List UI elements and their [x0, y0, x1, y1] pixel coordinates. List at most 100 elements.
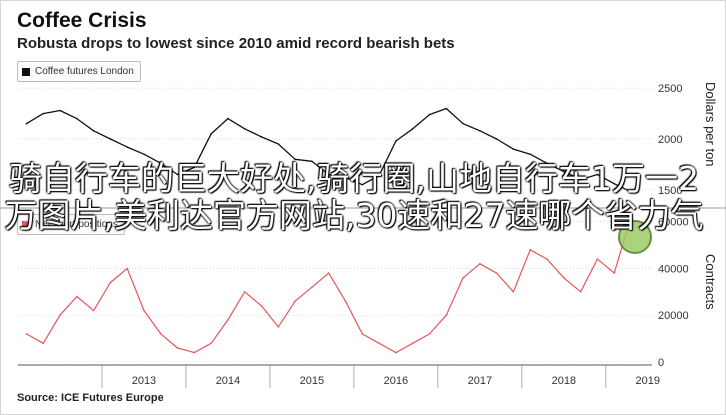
- y-axis-label-top: Dollars per ton: [703, 82, 718, 167]
- data-point-positions-17: [311, 286, 313, 289]
- data-point-price-11: [210, 133, 212, 135]
- source-text: Source: ICE Futures Europe: [17, 392, 164, 404]
- legend-price: Coffee futures London: [17, 61, 141, 82]
- data-point-price-22: [395, 140, 397, 142]
- data-point-positions-19: [344, 300, 347, 303]
- data-point-price-26: [462, 122, 464, 125]
- x-tick-label-3: 2016: [384, 375, 408, 387]
- data-point-price-27: [479, 130, 481, 132]
- legend-price-label: Coffee futures London: [35, 66, 134, 77]
- data-point-price-31: [546, 162, 548, 165]
- y-tick-label-price-1: 2000: [658, 134, 682, 146]
- data-point-positions-33: [579, 291, 582, 293]
- legend-positions: Net short positions: [17, 214, 125, 235]
- data-point-price-16: [294, 158, 296, 161]
- x-tick-label-6: 2019: [636, 375, 660, 387]
- x-tick-label-2: 2015: [300, 375, 324, 387]
- data-point-price-6: [126, 146, 128, 148]
- data-point-positions-2: [59, 314, 61, 317]
- y-tick-label-positions-1: 20000: [658, 310, 689, 322]
- data-point-price-13: [243, 128, 246, 130]
- data-point-price-36: [630, 191, 632, 193]
- data-point-positions-35: [613, 272, 615, 274]
- data-point-positions-9: [176, 347, 179, 349]
- data-point-positions-23: [411, 342, 414, 345]
- data-point-positions-34: [596, 258, 599, 260]
- data-point-positions-10: [193, 351, 196, 354]
- data-point-positions-21: [378, 342, 380, 345]
- data-point-price-32: [563, 170, 565, 173]
- data-point-positions-32: [563, 277, 565, 279]
- data-point-price-15: [277, 143, 280, 145]
- data-point-price-18: [327, 173, 330, 176]
- y-tick-label-positions-0: 0: [658, 357, 664, 369]
- series-line-price: [26, 107, 632, 193]
- data-point-price-19: [344, 176, 347, 179]
- data-point-price-9: [176, 173, 179, 176]
- data-point-positions-7: [143, 309, 145, 312]
- data-point-positions-14: [260, 305, 263, 307]
- data-point-positions-13: [243, 291, 246, 293]
- data-point-price-3: [76, 117, 78, 120]
- data-point-price-25: [445, 107, 448, 110]
- data-point-price-24: [428, 113, 431, 116]
- data-point-positions-11: [210, 342, 212, 345]
- y-tick-label-positions-3: 60000: [658, 217, 689, 229]
- data-point-price-21: [378, 174, 380, 177]
- data-point-price-35: [613, 182, 615, 185]
- data-point-price-5: [109, 138, 112, 140]
- chart-subtitle: Robusta drops to lowest since 2010 amid …: [17, 35, 455, 52]
- data-point-price-17: [311, 160, 313, 163]
- highlight-marker: [618, 220, 652, 254]
- data-point-positions-0: [25, 333, 28, 335]
- y-axis-label-bottom: Contracts: [703, 254, 718, 310]
- data-point-positions-16: [294, 300, 296, 303]
- data-point-price-8: [160, 162, 162, 165]
- x-tick-label-5: 2018: [552, 375, 576, 387]
- data-point-price-1: [42, 112, 44, 115]
- data-point-positions-26: [462, 277, 464, 279]
- data-point-positions-36: [630, 216, 632, 218]
- data-point-positions-1: [42, 342, 44, 345]
- data-point-positions-24: [428, 333, 431, 335]
- legend-positions-swatch: [22, 220, 30, 229]
- data-point-positions-4: [92, 309, 95, 312]
- data-point-positions-29: [512, 291, 515, 293]
- x-tick-label-0: 2013: [132, 375, 156, 387]
- data-point-price-12: [227, 117, 229, 120]
- chart-title: Coffee Crisis: [17, 9, 147, 32]
- data-point-price-23: [411, 128, 414, 130]
- data-point-positions-6: [126, 267, 128, 270]
- legend-price-swatch: [22, 67, 30, 76]
- data-point-positions-18: [327, 272, 330, 274]
- series-line-positions: [26, 216, 632, 354]
- data-point-price-34: [596, 173, 599, 176]
- data-point-price-28: [495, 138, 498, 140]
- data-point-positions-22: [395, 351, 397, 354]
- x-tick-label-1: 2014: [216, 375, 240, 387]
- data-point-price-29: [512, 148, 515, 150]
- data-point-price-4: [92, 130, 95, 132]
- data-point-price-10: [193, 166, 196, 169]
- data-point-price-33: [579, 178, 582, 181]
- data-point-positions-30: [529, 249, 531, 251]
- y-tick-label-price-0: 1500: [658, 185, 682, 197]
- data-point-positions-15: [277, 326, 280, 328]
- data-point-positions-8: [160, 333, 162, 335]
- y-tick-label-price-2: 2500: [658, 83, 682, 95]
- data-point-positions-25: [445, 314, 448, 317]
- data-point-positions-28: [495, 272, 498, 274]
- data-point-price-14: [260, 136, 263, 138]
- data-point-positions-27: [479, 263, 481, 265]
- data-point-price-7: [143, 153, 145, 155]
- data-point-price-0: [25, 122, 28, 125]
- data-point-positions-12: [227, 319, 229, 321]
- legend-positions-label: Net short positions: [35, 219, 118, 230]
- data-point-price-30: [529, 153, 531, 155]
- data-point-price-2: [59, 109, 61, 112]
- y-tick-label-positions-2: 40000: [658, 263, 689, 275]
- data-point-price-20: [361, 183, 364, 186]
- data-point-positions-5: [109, 281, 112, 284]
- data-point-positions-3: [76, 295, 78, 298]
